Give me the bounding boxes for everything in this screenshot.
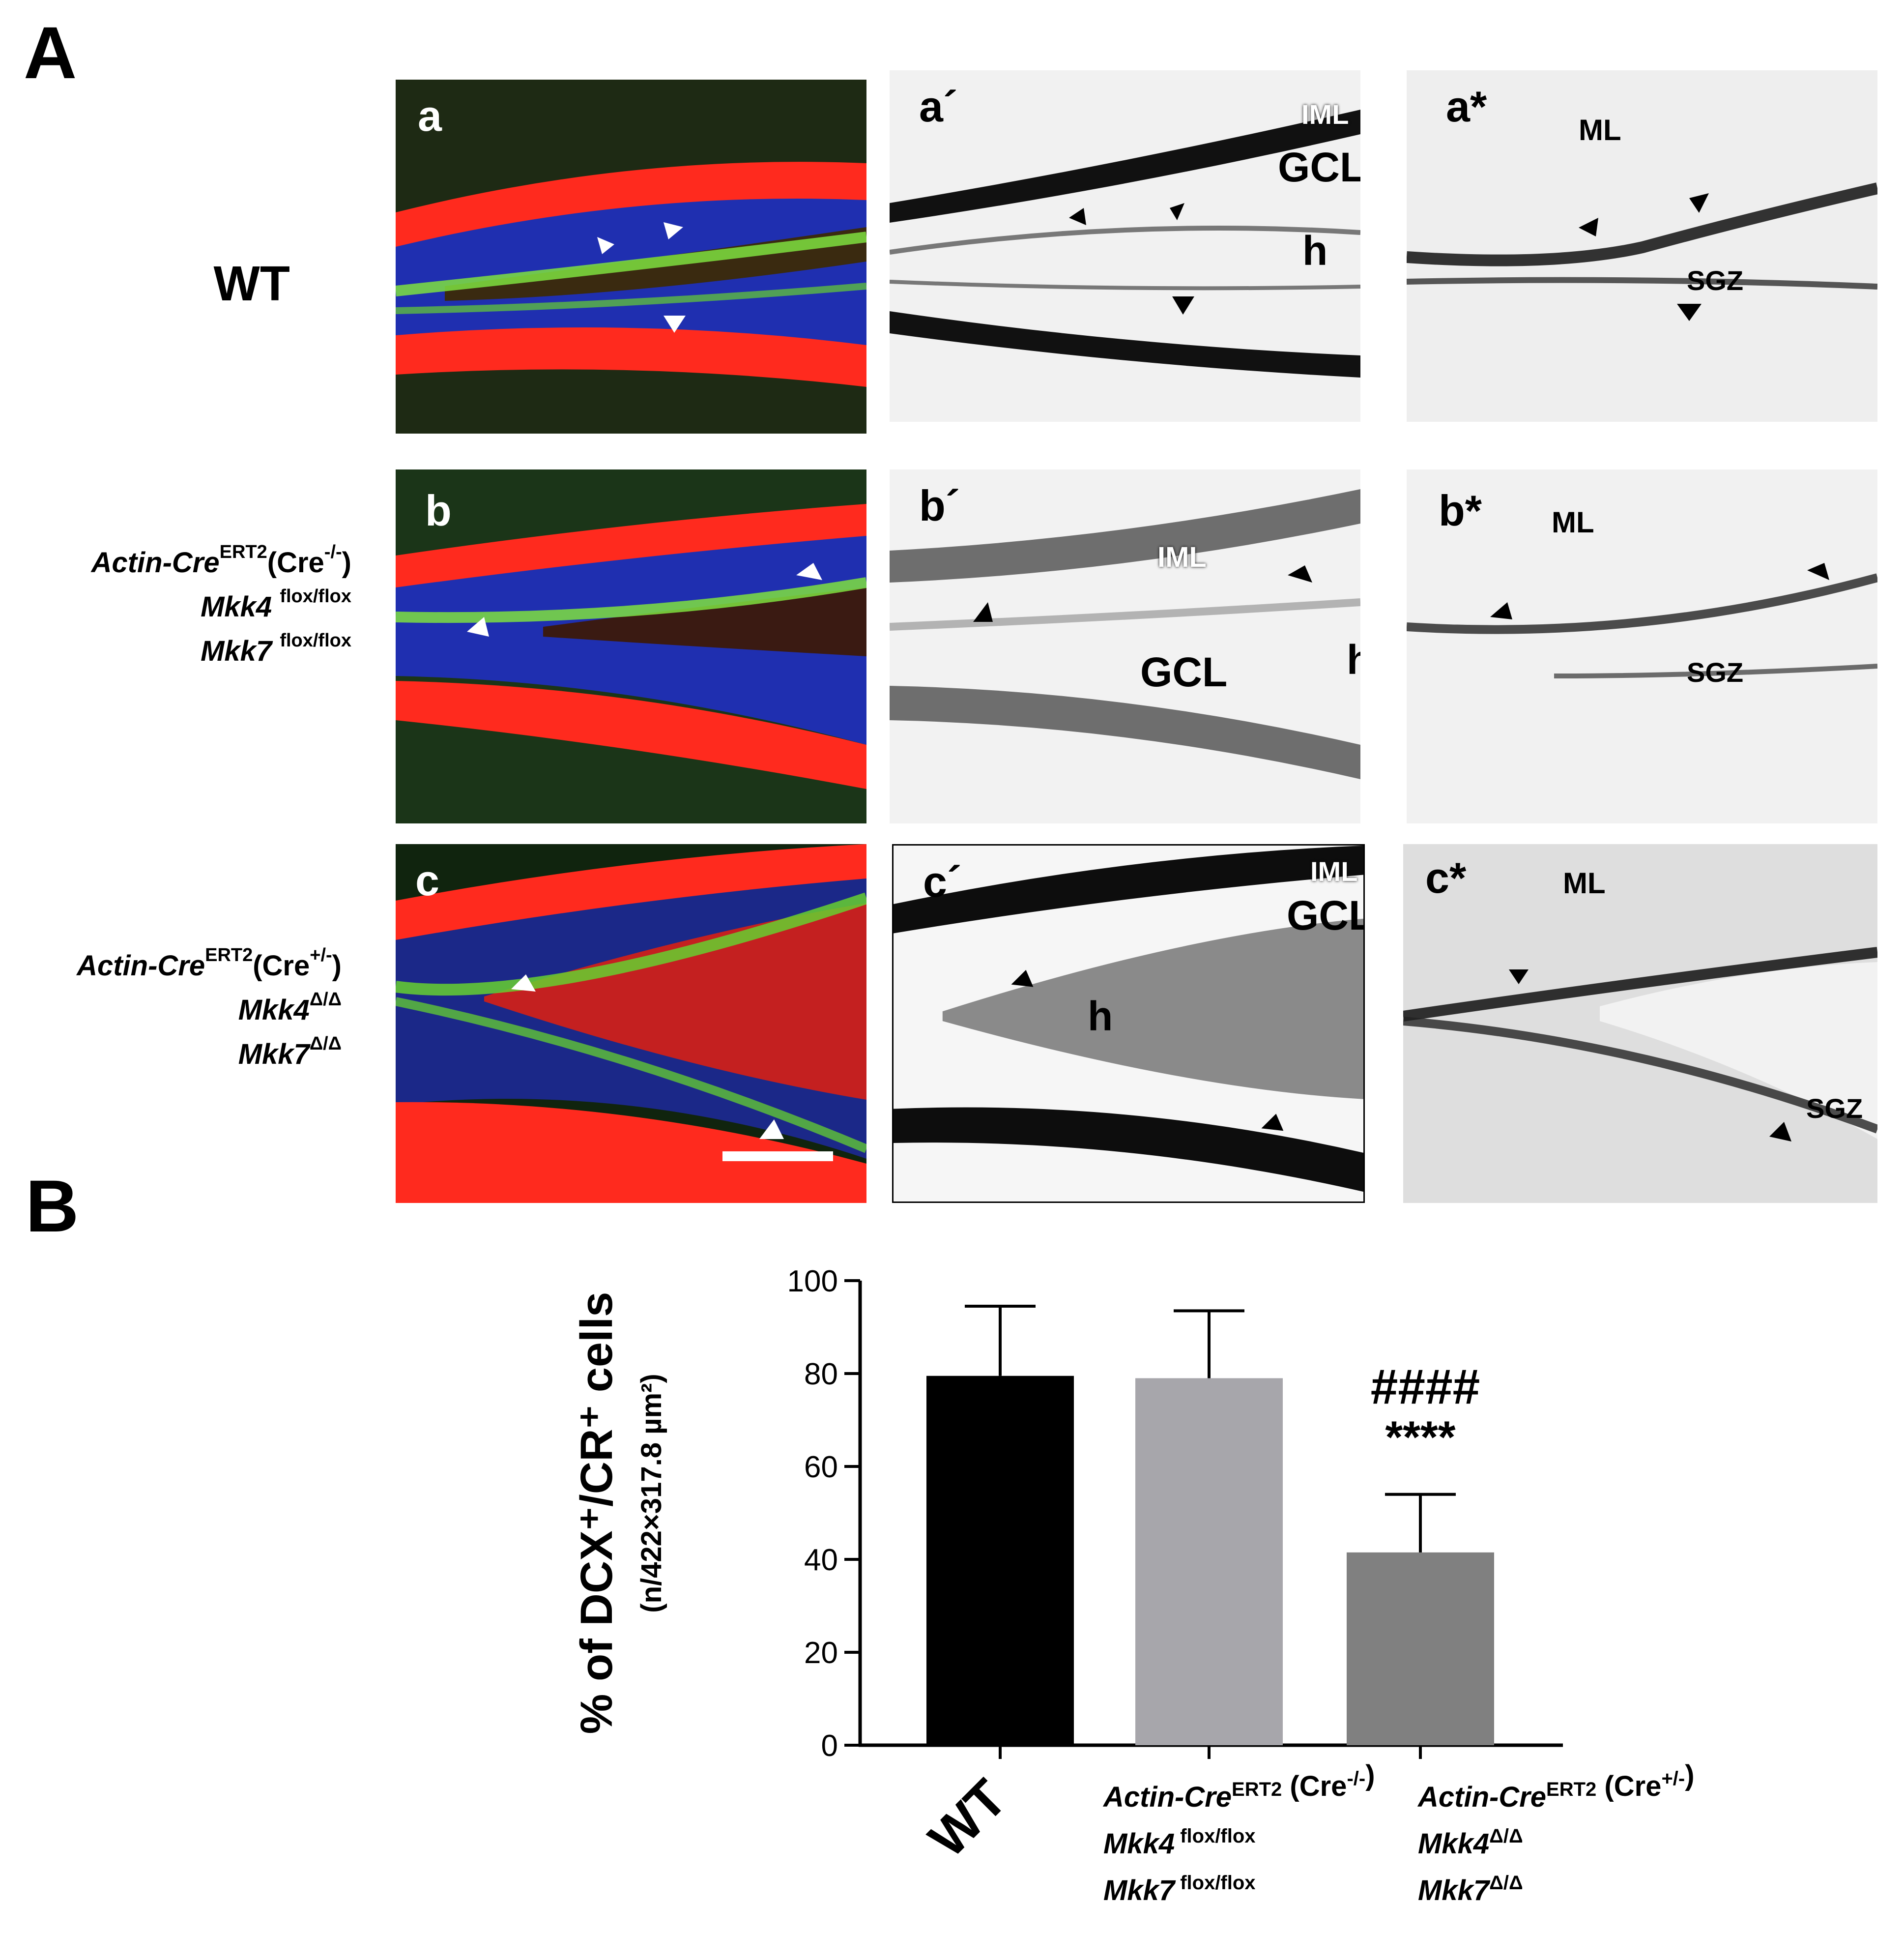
micrograph-a-prime-grayscale: a´ IML GCL h (890, 70, 1360, 422)
annotation-hash: #### (1371, 1359, 1480, 1414)
micrograph-b-fluorescence: b (396, 469, 866, 823)
micrograph-a-fluorescence: a (396, 80, 866, 434)
region-label-h: h (1302, 228, 1328, 274)
y-axis-sublabel: (n/422×317.8 µm²) (635, 1374, 667, 1612)
scale-bar (722, 1151, 833, 1161)
bar-2 (1135, 1378, 1283, 1745)
row-label-cre-pos: Actin-CreERT2(Cre+/-) Mkk4Δ/Δ Mkk7Δ/Δ (77, 945, 342, 1070)
region-label-h: h (1347, 637, 1360, 683)
x-tick-label-cre-neg-line-3: Mkk7 flox/flox (1103, 1872, 1256, 1906)
panel-letter-a: A (24, 11, 77, 94)
panel-label-a-star: a* (1446, 82, 1487, 131)
annotation-stars: **** (1385, 1412, 1455, 1463)
region-label-iml: IML (1157, 541, 1207, 573)
y-tick-label: 60 (804, 1450, 838, 1484)
region-label-sgz: SGZ (1687, 265, 1744, 296)
region-label-ml: ML (1552, 506, 1594, 539)
panel-label-b-star: b* (1439, 486, 1482, 535)
region-label-gcl: GCL (1287, 892, 1363, 938)
panel-label-a: a (418, 91, 442, 140)
panel-label-a-prime: a´ (919, 82, 958, 131)
y-tick-label: 20 (804, 1636, 838, 1670)
y-tick-label: 40 (804, 1543, 838, 1577)
region-label-gcl: GCL (1278, 144, 1360, 190)
y-tick-label: 0 (821, 1729, 838, 1763)
x-tick-label-cre-pos-line-3: Mkk7Δ/Δ (1418, 1872, 1523, 1906)
micrograph-c-star-zoom: c* ML SGZ (1403, 844, 1877, 1203)
bar-3 (1347, 1552, 1494, 1745)
x-tick-label-cre-neg-line-2: Mkk4 flox/flox (1103, 1825, 1256, 1860)
panel-letter-b: B (26, 1165, 79, 1247)
bar-chart-svg: 0 20 40 60 80 100 % of DCX⁺/CR⁺ cells (n/422×31… (572, 1264, 1695, 1906)
panel-label-c-star: c* (1425, 853, 1467, 902)
region-label-sgz: SGZ (1806, 1093, 1863, 1124)
region-label-iml: IML (1310, 856, 1358, 887)
panel-label-b: b (425, 486, 452, 535)
micrograph-a-star-zoom: a* ML SGZ (1407, 70, 1877, 422)
micrograph-b-prime-grayscale: b´ IML GCL h (890, 469, 1360, 823)
bar-chart: 0 20 40 60 80 100 % of DCX⁺/CR⁺ cells (n/422×31… (516, 1239, 1769, 1931)
micrograph-c-fluorescence: c (396, 844, 866, 1203)
x-tick-label-cre-pos-line-2: Mkk4Δ/Δ (1418, 1825, 1523, 1860)
region-label-ml: ML (1563, 867, 1606, 900)
row-label-wt: WT (213, 256, 290, 311)
row-label-cre-neg: Actin-CreERT2(Cre-/-) Mkk4 flox/flox Mkk… (91, 542, 351, 667)
x-tick-label-cre-neg-line-1: Actin-CreERT2 (Cre-/-) (1102, 1759, 1375, 1813)
region-label-iml: IML (1301, 99, 1349, 130)
panel-label-b-prime: b´ (919, 481, 960, 530)
region-label-gcl: GCL (1140, 649, 1228, 695)
panel-label-c: c (415, 856, 439, 905)
bar-1 (926, 1376, 1074, 1745)
y-tick-label: 100 (787, 1264, 838, 1298)
panel-label-c-prime: c´ (923, 857, 962, 906)
region-label-ml: ML (1579, 114, 1621, 146)
y-tick-label: 80 (804, 1357, 838, 1391)
region-label-sgz: SGZ (1687, 657, 1744, 688)
micrograph-c-prime-grayscale: c´ IML GCL h (892, 844, 1365, 1203)
region-label-h: h (1088, 993, 1113, 1039)
x-tick-label-wt: WT (917, 1768, 1017, 1868)
x-tick-label-cre-pos-line-1: Actin-CreERT2 (Cre+/-) (1417, 1759, 1695, 1813)
y-axis-label: % of DCX⁺/CR⁺ cells (572, 1292, 622, 1734)
micrograph-b-star-zoom: b* ML SGZ (1407, 469, 1877, 823)
